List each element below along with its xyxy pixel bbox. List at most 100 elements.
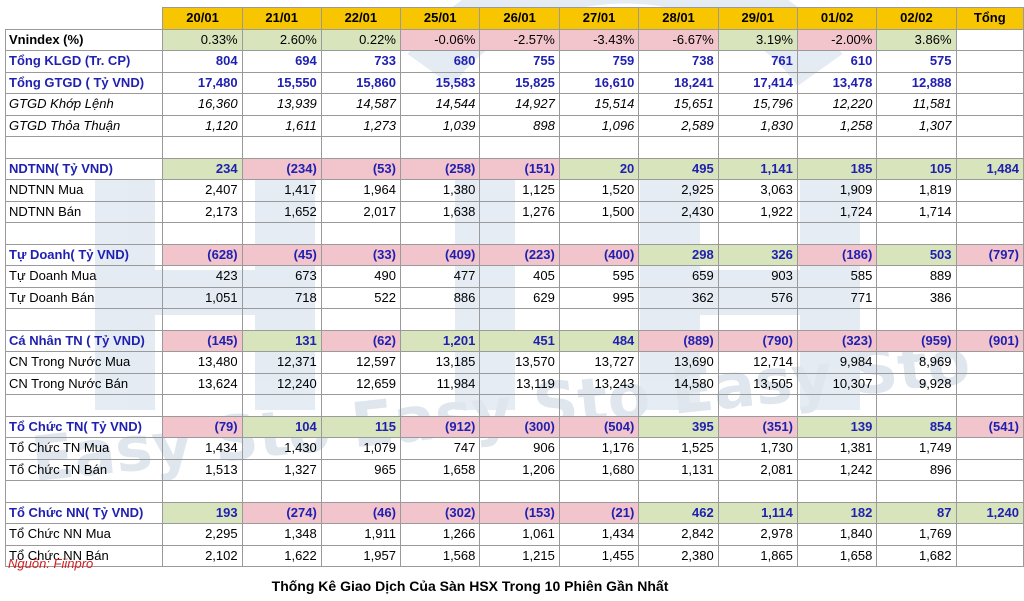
value-cell: 1,724 (796, 200, 878, 223)
value-cell: 2,017 (320, 200, 401, 223)
value-cell (638, 480, 719, 503)
value-cell: 1,131 (638, 458, 719, 481)
value-cell: 610 (796, 50, 878, 73)
value-cell: 13,243 (558, 372, 640, 395)
value-cell: (62) (320, 329, 401, 352)
value-cell: 1,909 (796, 179, 878, 202)
value-cell (399, 308, 481, 331)
value-cell: -6.67% (638, 28, 719, 51)
value-cell: 115 (320, 415, 401, 438)
value-cell: 104 (241, 415, 322, 438)
value-cell: 1,568 (399, 544, 481, 567)
value-cell: 1,307 (876, 114, 957, 137)
value-cell (638, 394, 719, 417)
column-header-date: 27/01 (558, 7, 640, 30)
value-cell: 182 (796, 501, 878, 524)
value-cell: 771 (796, 286, 878, 309)
column-header-date: 26/01 (479, 7, 560, 30)
value-cell: 1,079 (320, 437, 401, 460)
value-cell: 12,888 (876, 71, 957, 94)
value-cell: 362 (638, 286, 719, 309)
value-cell (876, 394, 957, 417)
value-cell (399, 394, 481, 417)
value-cell: 1,273 (320, 114, 401, 137)
row-label: Tổ Chức TN Mua (4, 437, 164, 460)
spacer-row (4, 222, 1024, 245)
value-cell: 1,125 (479, 179, 560, 202)
value-cell: 12,220 (796, 93, 878, 116)
value-cell (558, 480, 640, 503)
value-cell: 3.19% (717, 28, 798, 51)
total-cell: (901) (955, 329, 1024, 352)
value-cell: 629 (479, 286, 560, 309)
row-label: CN Trong Nước Mua (4, 351, 164, 374)
value-cell (241, 394, 322, 417)
value-cell: 755 (479, 50, 560, 73)
value-cell: 680 (399, 50, 481, 73)
value-cell: 15,651 (638, 93, 719, 116)
value-cell (479, 480, 560, 503)
row-label: Tổ Chức NN Mua (4, 523, 164, 546)
value-cell: 2,407 (162, 179, 243, 202)
value-cell: 15,825 (479, 71, 560, 94)
value-cell: 14,580 (638, 372, 719, 395)
value-cell: 1,176 (558, 437, 640, 460)
value-cell: 1,430 (241, 437, 322, 460)
value-cell: (302) (399, 501, 481, 524)
table-row: Tổ Chức TN( Tỷ VND) (79) 104 115 (912) (300)(… (4, 415, 1024, 438)
value-cell: 1,266 (399, 523, 481, 546)
value-cell (399, 136, 481, 159)
header-blank-cell (6, 8, 163, 30)
value-cell: 8,969 (876, 351, 957, 374)
value-cell (876, 480, 957, 503)
total-cell (955, 28, 1024, 51)
table-row: CN Trong Nước Mua 13,480 12,371 12,597 13,18… (4, 351, 1024, 374)
value-cell: 1,417 (241, 179, 322, 202)
value-cell: 13,505 (717, 372, 798, 395)
value-cell: (145) (162, 329, 243, 352)
value-cell (796, 308, 878, 331)
column-header-date: 28/01 (638, 7, 719, 30)
value-cell (796, 136, 878, 159)
value-cell (638, 136, 719, 159)
value-cell: 13,185 (399, 351, 481, 374)
value-cell: 759 (558, 50, 640, 73)
value-cell: 1,039 (399, 114, 481, 137)
value-cell: -2.57% (479, 28, 560, 51)
header-row: 20/01 21/01 22/01 25/01 26/01 27/01 28/01 29/01… (6, 7, 1024, 30)
value-cell: 503 (876, 243, 957, 266)
value-cell: 2,589 (638, 114, 719, 137)
source-note: Nguồn: Fiinpro (8, 556, 94, 571)
value-cell (717, 222, 798, 245)
value-cell: 20 (558, 157, 640, 180)
value-cell: 1,622 (241, 544, 322, 567)
value-cell: 11,581 (876, 93, 957, 116)
value-cell: (912) (399, 415, 481, 438)
value-cell: 522 (320, 286, 401, 309)
value-cell: 1,201 (399, 329, 481, 352)
value-cell: 13,624 (162, 372, 243, 395)
value-cell (399, 480, 481, 503)
value-cell: 889 (876, 265, 957, 288)
value-cell: 1,840 (796, 523, 878, 546)
column-header-date: 01/02 (796, 7, 878, 30)
value-cell: 673 (241, 265, 322, 288)
value-cell: 718 (241, 286, 322, 309)
table-row: Tự Doanh Mua 423 673 490 477 405 595 659 903 585 8… (4, 265, 1024, 288)
value-cell: (409) (399, 243, 481, 266)
value-cell: 1,638 (399, 200, 481, 223)
value-cell: 1,865 (717, 544, 798, 567)
total-cell (955, 437, 1024, 460)
value-cell (717, 308, 798, 331)
value-cell: 2,978 (717, 523, 798, 546)
value-cell: 1,680 (558, 458, 640, 481)
value-cell: 1,658 (796, 544, 878, 567)
value-cell (876, 136, 957, 159)
value-cell: 575 (876, 50, 957, 73)
value-cell (162, 480, 243, 503)
total-cell (955, 372, 1024, 395)
value-cell: 3,063 (717, 179, 798, 202)
spacer-row (4, 394, 1024, 417)
total-cell (955, 458, 1024, 481)
value-cell (638, 222, 719, 245)
